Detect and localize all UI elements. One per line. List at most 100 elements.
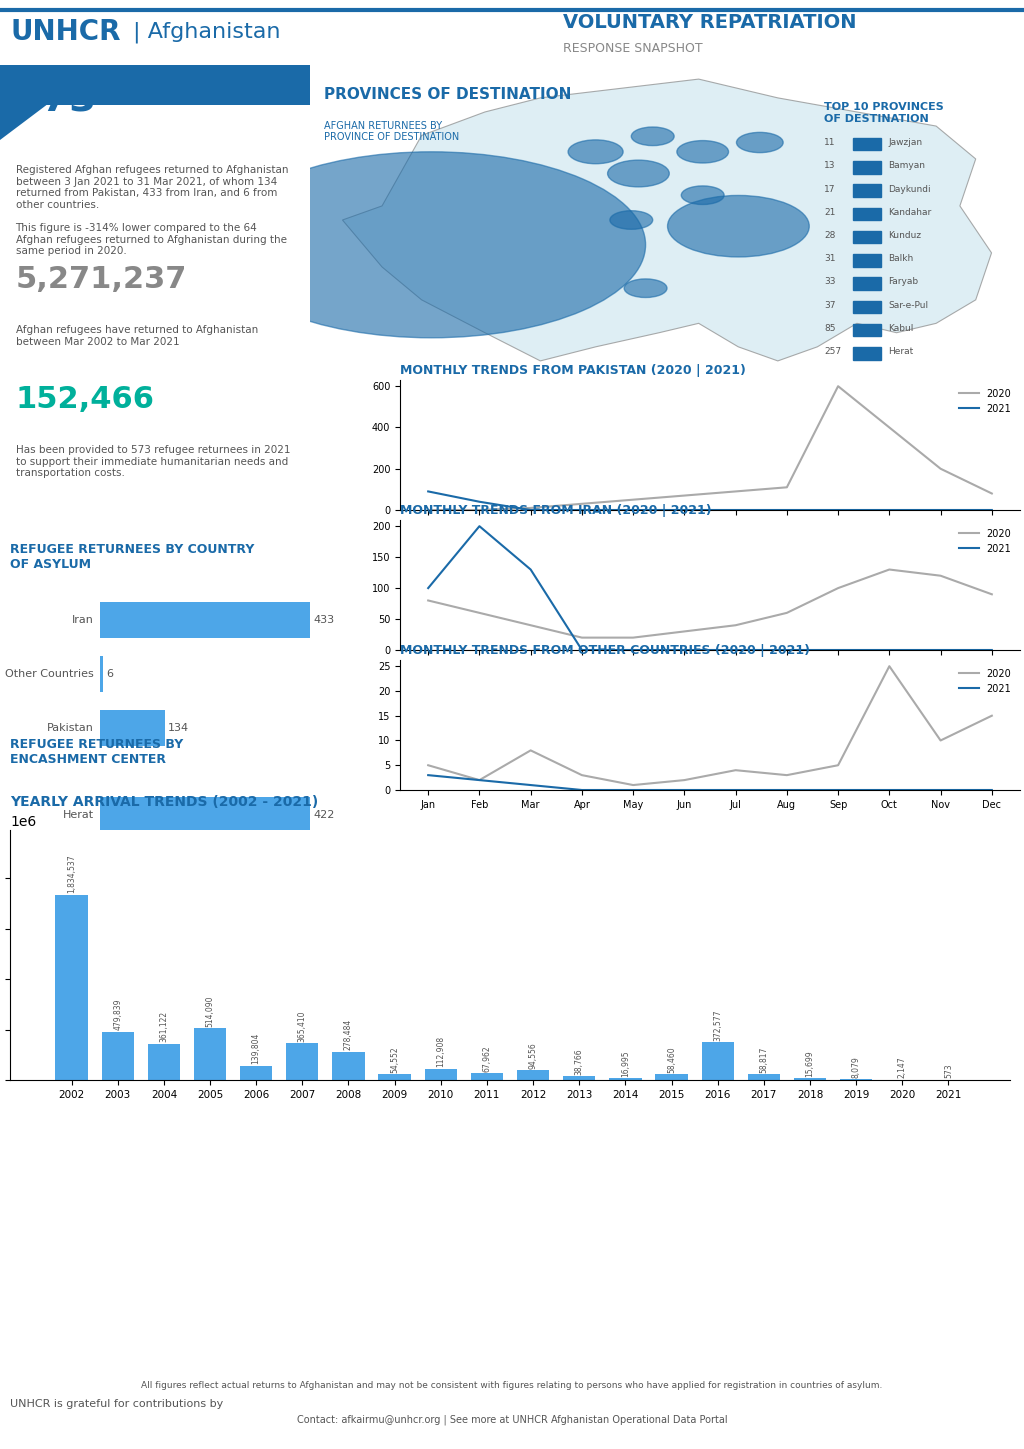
Bar	[517, 1071, 549, 1080]
2021	[473, 771, 485, 788]
Text: 13: 13	[824, 161, 836, 170]
Text: 372,577: 372,577	[713, 1010, 722, 1040]
2021	[627, 501, 639, 519]
Bar	[655, 1074, 688, 1080]
Text: YEARLY ARRIVAL TRENDS (2002 - 2021): YEARLY ARRIVAL TRENDS (2002 - 2021)	[10, 796, 318, 810]
Text: 278,484: 278,484	[344, 1019, 353, 1051]
Text: 54,552: 54,552	[390, 1046, 399, 1072]
Legend: 2020, 2021: 2020, 2021	[955, 525, 1015, 558]
2021	[986, 642, 998, 659]
2021	[986, 781, 998, 798]
Text: 112,908: 112,908	[436, 1036, 445, 1066]
Text: Kunduz: Kunduz	[889, 230, 922, 241]
2021	[524, 561, 537, 578]
Bar	[748, 1074, 780, 1080]
Text: All figures reflect actual returns to Afghanistan and may not be consistent with: All figures reflect actual returns to Af…	[141, 1381, 883, 1390]
2021	[575, 501, 588, 519]
Bar	[853, 207, 882, 220]
Text: Pakistan: Pakistan	[47, 723, 94, 733]
2021	[935, 501, 947, 519]
Circle shape	[607, 159, 670, 187]
Text: Jawzjan: Jawzjan	[889, 138, 923, 146]
Text: 5,271,237: 5,271,237	[15, 265, 186, 294]
Line: 2021: 2021	[428, 491, 992, 510]
Text: 257: 257	[824, 348, 841, 356]
Text: MONTHLY TRENDS FROM OTHER COUNTRIES (2020 | 2021): MONTHLY TRENDS FROM OTHER COUNTRIES (202…	[400, 645, 810, 658]
2020	[935, 459, 947, 477]
Text: Herat: Herat	[889, 348, 913, 356]
2021	[729, 642, 741, 659]
Bar	[425, 1068, 457, 1080]
2020	[575, 629, 588, 646]
Text: 365,410: 365,410	[298, 1010, 307, 1042]
2021	[729, 781, 741, 798]
Text: 31: 31	[824, 254, 836, 264]
Bar	[853, 277, 882, 290]
Legend: 2020, 2021: 2020, 2021	[955, 385, 1015, 417]
2020	[524, 742, 537, 759]
Text: REFUGEE RETURNEES BY COUNTRY
OF ASYLUM: REFUGEE RETURNEES BY COUNTRY OF ASYLUM	[10, 543, 254, 571]
Line: 2021: 2021	[428, 526, 992, 651]
Text: 1,834,537: 1,834,537	[68, 855, 76, 893]
Text: 17: 17	[112, 919, 126, 927]
2021	[575, 642, 588, 659]
Text: 422: 422	[313, 810, 335, 820]
2021	[883, 781, 895, 798]
2021	[422, 767, 434, 784]
2020	[831, 580, 844, 597]
Text: AFGHAN RETURNEES BY
PROVINCE OF DESTINATION: AFGHAN RETURNEES BY PROVINCE OF DESTINAT…	[325, 120, 460, 142]
Text: 17: 17	[824, 184, 836, 194]
Bar	[100, 656, 102, 693]
2020	[627, 777, 639, 794]
2020	[935, 732, 947, 749]
2020	[473, 501, 485, 519]
2020	[729, 616, 741, 633]
2021	[524, 501, 537, 519]
Text: 573: 573	[15, 81, 96, 119]
2021	[935, 781, 947, 798]
Text: 134: 134	[170, 864, 190, 874]
2020	[831, 756, 844, 774]
Text: 2,147: 2,147	[898, 1056, 906, 1078]
Bar	[240, 1066, 272, 1080]
2020	[935, 567, 947, 584]
2021	[831, 642, 844, 659]
2021	[627, 781, 639, 798]
Text: UNHCR: UNHCR	[10, 19, 121, 46]
Text: Kandahar: Kandahar	[889, 207, 932, 217]
2020	[831, 378, 844, 396]
2020	[780, 767, 793, 784]
Text: 38,766: 38,766	[574, 1048, 584, 1075]
Bar	[379, 1075, 411, 1080]
2021	[780, 781, 793, 798]
2020	[729, 762, 741, 780]
2021	[678, 501, 690, 519]
2020	[575, 496, 588, 513]
2020	[627, 629, 639, 646]
Text: 28: 28	[824, 230, 836, 241]
Text: 134: 134	[168, 723, 189, 733]
Circle shape	[632, 128, 674, 145]
Text: 16,995: 16,995	[621, 1051, 630, 1077]
Polygon shape	[342, 80, 991, 361]
Text: Contact: afkairmu@unhcr.org | See more at UNHCR Afghanistan Operational Data Por: Contact: afkairmu@unhcr.org | See more a…	[297, 1414, 727, 1424]
Circle shape	[668, 196, 809, 256]
2020	[883, 561, 895, 578]
Text: RESPONSE SNAPSHOT: RESPONSE SNAPSHOT	[563, 42, 702, 55]
Text: Other Countries: Other Countries	[5, 669, 94, 680]
2020	[986, 585, 998, 603]
2020	[422, 501, 434, 519]
Bar	[853, 230, 882, 243]
Text: 139,804: 139,804	[252, 1033, 261, 1065]
Bar	[701, 1042, 734, 1080]
Text: 479,839: 479,839	[114, 998, 122, 1030]
Text: 58,817: 58,817	[760, 1046, 768, 1072]
2021	[524, 777, 537, 794]
Circle shape	[610, 210, 652, 229]
Text: 152,466: 152,466	[15, 385, 155, 414]
2021	[627, 642, 639, 659]
Text: 15,699: 15,699	[806, 1051, 814, 1077]
Bar	[853, 184, 882, 197]
2021	[831, 501, 844, 519]
Text: Kandahar: Kandahar	[40, 864, 94, 874]
